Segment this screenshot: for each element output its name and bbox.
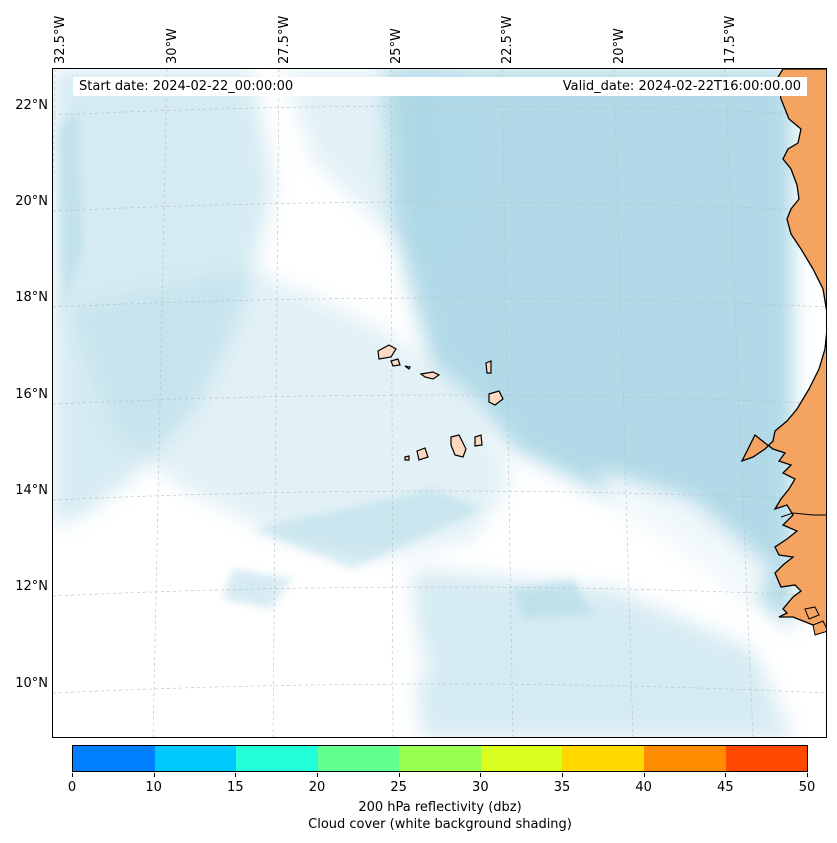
longitude-gridline	[613, 69, 634, 737]
latitude-label: 18°N	[15, 290, 48, 305]
latitude-label: 12°N	[15, 579, 48, 594]
island-maio	[474, 434, 483, 447]
cloud-gap-1	[598, 469, 773, 609]
map-panel: Start date: 2024-02-22_00:00:00 Valid_da…	[52, 68, 827, 738]
latitude-gridline	[53, 490, 826, 501]
colorbar-tick-label: 20	[308, 780, 326, 795]
cape-verde-islands	[377, 344, 504, 461]
colorbar-tick	[807, 773, 808, 777]
colorbar-tick-label: 30	[472, 780, 489, 795]
colorbar-tick	[725, 773, 727, 777]
cloud-cover-shading	[53, 69, 793, 737]
cloud-region-central	[73, 269, 513, 559]
latitude-gridline	[53, 683, 826, 694]
guinea-coast-islands	[804, 606, 820, 620]
latitude-gridline	[53, 586, 826, 597]
latitude-label: 10°N	[15, 676, 48, 691]
longitude-gridline	[272, 69, 280, 737]
gambia-coast	[780, 512, 826, 518]
island-sal	[485, 360, 492, 374]
colorbar-tick	[562, 773, 563, 777]
cloud-region-main	[383, 69, 793, 629]
map-canvas	[53, 69, 826, 737]
colorbar-tick-label: 45	[717, 780, 734, 795]
cloud-region-upper	[283, 69, 473, 259]
island-sao-vicente	[390, 358, 401, 367]
colorbar-tick	[235, 773, 237, 777]
colorbar-segment	[562, 746, 644, 771]
latitude-gridline	[53, 105, 826, 116]
longitude-label: 22.5°W	[500, 15, 515, 64]
latitude-label: 16°N	[15, 387, 48, 402]
colorbar-tick-label: 40	[635, 780, 652, 795]
island-santa-luzia	[404, 365, 411, 370]
colorbar-tick-label: 25	[390, 780, 407, 795]
island-santiago	[450, 434, 467, 458]
island-santo-antao	[377, 344, 397, 360]
latitude-gridline	[53, 297, 826, 308]
graticule	[53, 69, 826, 737]
latitude-gridline	[53, 201, 826, 212]
colorbar-tick-label: 10	[145, 780, 162, 795]
colorbar-segment	[154, 746, 237, 771]
colorbar-tick	[643, 773, 645, 777]
colorbar-segment	[480, 746, 563, 771]
start-date-strip: Start date: 2024-02-22_00:00:00	[73, 77, 459, 96]
colorbar-segment	[643, 746, 726, 771]
longitude-gridline	[724, 69, 754, 737]
cloud-streak-4	[58, 109, 83, 309]
latitude-label: 20°N	[15, 194, 48, 209]
colorbar-tick-label: 0	[67, 780, 77, 795]
colorbar-tick	[317, 773, 318, 777]
island-boa-vista	[488, 390, 504, 406]
colorbar-segment	[399, 746, 481, 771]
cloud-region-south	[413, 569, 793, 737]
colorbar-segment	[317, 746, 400, 771]
reflectivity-colorbar	[72, 745, 808, 772]
longitude-label: 20°W	[612, 28, 627, 64]
longitude-label: 25°W	[389, 28, 404, 64]
colorbar-tick-label: 50	[798, 780, 816, 795]
island-fogo	[416, 447, 429, 461]
colorbar-tick	[480, 773, 482, 777]
longitude-gridline	[390, 69, 394, 737]
longitude-gridline	[152, 69, 168, 737]
latitude-label: 22°N	[15, 98, 48, 113]
latitude-gridline	[53, 394, 826, 405]
island-sao-nicolau	[419, 371, 441, 380]
longitude-label: 17.5°W	[723, 15, 738, 64]
colorbar-tick	[72, 773, 73, 777]
valid-date-strip: Valid_date: 2024-02-22T16:00:00.00	[453, 77, 807, 96]
latitude-label: 14°N	[15, 483, 48, 498]
colorbar-tick-label: 35	[553, 780, 571, 795]
island-brava	[404, 455, 410, 461]
longitude-gridline	[501, 69, 514, 737]
colorbar-segment	[236, 746, 318, 771]
longitude-label: 32.5°W	[53, 15, 68, 64]
colorbar-segment	[725, 746, 808, 771]
colorbar-tick	[153, 773, 155, 777]
africa-landmass	[740, 69, 826, 630]
colorbar-label: 200 hPa reflectivity (dbz)	[358, 800, 522, 815]
start-date-text: Start date: 2024-02-22_00:00:00	[79, 79, 294, 94]
cloud-streak-3	[513, 579, 593, 619]
longitude-label: 30°W	[165, 28, 180, 64]
bijagos-islands	[812, 620, 826, 636]
colorbar-sublabel: Cloud cover (white background shading)	[308, 817, 572, 832]
colorbar-tick	[398, 773, 400, 777]
colorbar-segment	[73, 746, 155, 771]
cloud-streak-1	[253, 489, 483, 569]
longitude-label: 27.5°W	[277, 15, 292, 64]
valid-date-text: Valid_date: 2024-02-22T16:00:00.00	[562, 79, 801, 94]
cloud-gap-2	[253, 589, 433, 729]
colorbar-tick-label: 15	[227, 780, 244, 795]
